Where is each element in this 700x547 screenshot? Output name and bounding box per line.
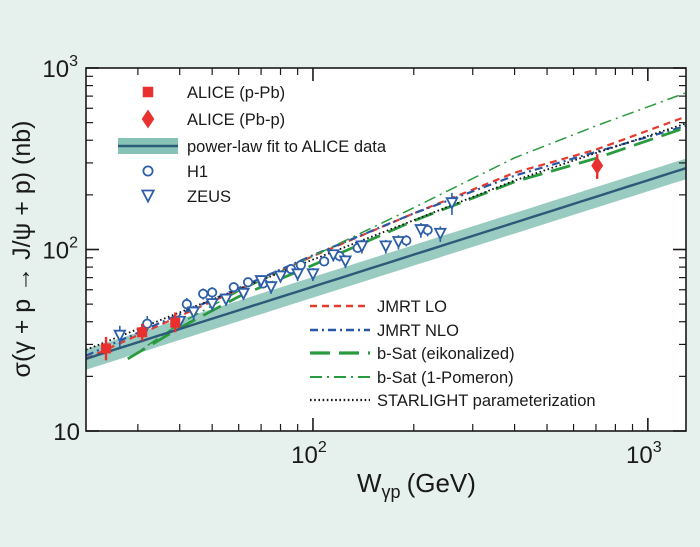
y-axis-label: σ(γ + p → J/ψ + p) (nb) [8,121,36,378]
legend-label: STARLIGHT parameterization [377,392,596,410]
legend-item-4: ZEUS [140,188,231,206]
legend-label: JMRT LO [377,298,447,316]
y-tick-label-1: 102 [42,235,78,265]
data-point [113,329,127,343]
data-point [228,282,239,293]
x-axis-label-tail: (GeV) [407,468,476,498]
series-1 [591,154,604,179]
legend-bottom: JMRT LO JMRT NLO b-Sat (eikonalized) b-Sat … [310,298,596,410]
legend-item-0: ALICE (p-Pb) [142,84,285,102]
data-point [414,224,428,237]
data-point [391,236,406,249]
data-point [379,240,393,254]
data-point [170,317,181,328]
data-point [445,197,459,211]
legend-marker [142,86,154,98]
legend-bottom-item-2: b-Sat (eikonalized) [310,345,515,363]
legend-bottom-item-1: JMRT NLO [310,322,459,340]
axis-ticks-layer: 102 103 10 102 103 [42,53,686,469]
x-tick-label-1: 103 [626,439,662,469]
legend-label: b-Sat (1-Pomeron) [377,369,514,387]
data-point [242,277,254,288]
data-point [181,299,192,310]
data-point [326,249,340,263]
legend-marker [140,189,156,204]
legend-marker [141,109,155,129]
data-point [205,298,219,312]
data-point [101,343,112,354]
data-point [319,256,330,267]
legend-item-1: ALICE (Pb-p) [141,109,285,129]
curve-1 [85,124,687,357]
data-point [219,293,233,307]
data-point [338,255,353,269]
x-axis-label-sub: γp [382,482,401,502]
data-point [207,287,218,298]
legend-label: ZEUS [187,188,231,206]
legend-label: b-Sat (eikonalized) [377,345,515,363]
x-axis-label: Wγp (GeV) [357,468,476,502]
data-point [254,275,268,289]
legend-label: JMRT NLO [377,322,459,340]
legend-label: ALICE (p-Pb) [187,84,285,102]
legend-item-3: H1 [142,163,208,181]
x-tick-label-0: 102 [291,439,327,469]
data-point [236,287,251,301]
data-point [264,281,278,295]
curve-3 [127,92,687,360]
x-axis-label-main: W [357,468,382,498]
legend-marker [142,165,154,177]
curve-4 [85,122,687,351]
data-point [273,270,288,284]
series-0 [101,312,181,361]
legend-label: power-law fit to ALICE data [187,138,387,156]
data-point [355,240,369,254]
legend-label: H1 [187,163,208,181]
fit-line-layer [85,167,687,360]
fit-line [85,167,687,360]
y-tick-label-0: 10 [53,419,80,446]
legend-bottom-item-0: JMRT LO [310,298,447,316]
legend-bottom-item-3: b-Sat (1-Pomeron) [310,369,514,387]
legend-top: ALICE (p-Pb) ALICE (Pb-p) power-law fit to… [118,84,387,206]
data-point [137,327,148,338]
data-point [290,268,305,282]
data-points-layer [101,154,604,361]
data-point [433,227,447,241]
series-3 [113,192,459,348]
legend-bottom-item-4: STARLIGHT parameterization [310,392,596,410]
data-point [306,268,320,282]
y-tick-label-2: 103 [42,53,78,83]
data-point [198,288,209,299]
data-point [142,318,153,329]
data-point [591,156,604,175]
data-point [186,306,201,320]
legend-item-2: power-law fit to ALICE data [118,138,387,156]
legend-label: ALICE (Pb-p) [187,111,285,129]
